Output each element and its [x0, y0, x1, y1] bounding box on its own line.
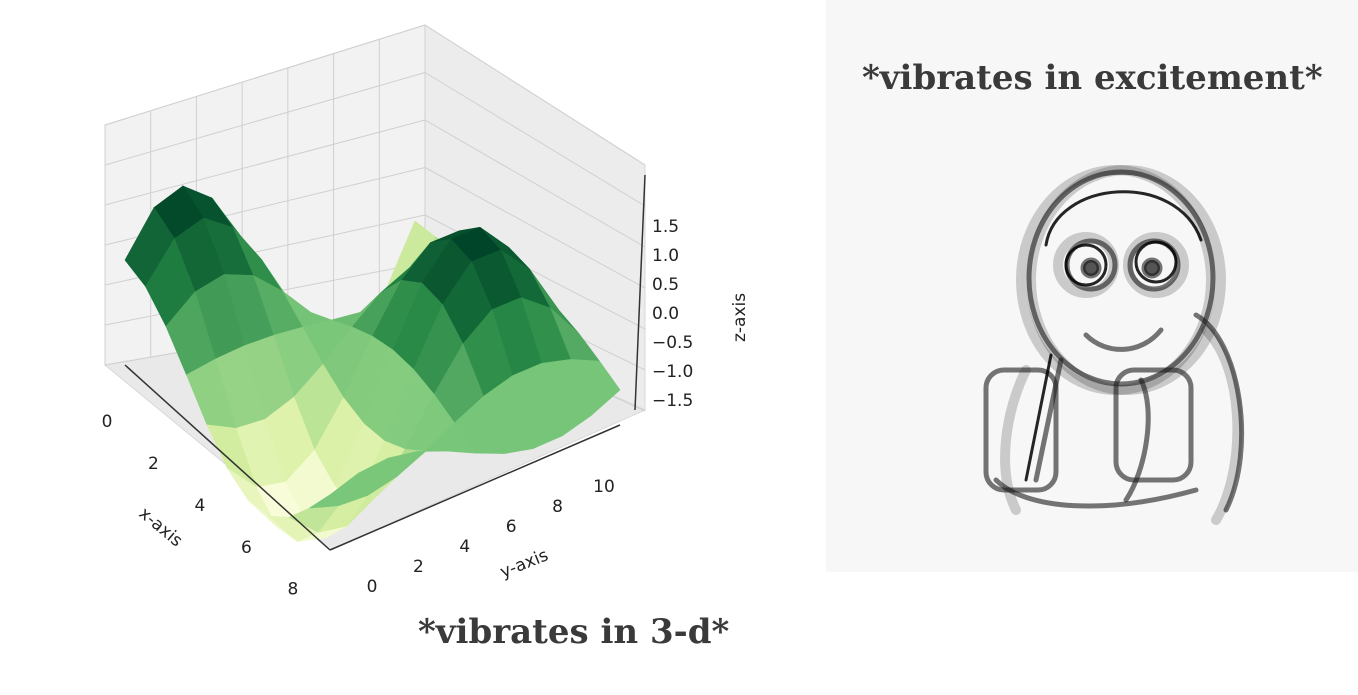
z-axis-label: z-axis: [730, 293, 750, 342]
z-tick-label: −0.5: [652, 333, 693, 353]
meme-panel: [826, 0, 1358, 572]
grid-line: [104, 119, 426, 206]
x-axis-line: [124, 364, 331, 551]
surface-patch: [309, 472, 360, 509]
z-tick-label: 0.0: [652, 304, 679, 324]
y-tick-label: 6: [506, 517, 517, 537]
vibrating-character-icon: [983, 165, 1245, 525]
z-tick-label: 1.5: [652, 217, 679, 237]
z-tick-label: 1.0: [652, 246, 679, 266]
x-tick-label: 8: [287, 580, 298, 600]
caption-3d: *vibrates in 3-d*: [418, 612, 730, 652]
y-tick-label: 0: [367, 577, 378, 597]
surface-plot: 0 2 4 6 8 0 2 4 6 8 10 1.5 1.0 0.5 0.0 −0.5 −1.0 −1.5 x-a…: [102, 24, 750, 600]
y-tick-label: 8: [552, 497, 563, 517]
z-tick-label: −1.5: [652, 391, 693, 411]
caption-excitement: *vibrates in excitement*: [862, 58, 1323, 98]
y-axis-label: y-axis: [497, 545, 551, 582]
y-tick-label: 4: [459, 537, 470, 557]
grid-line: [424, 167, 646, 289]
z-tick-label: −1.0: [652, 362, 693, 382]
z-axis-line: [634, 174, 646, 411]
z-tick-label: 0.5: [652, 275, 679, 295]
x-tick-label: 4: [195, 496, 206, 516]
x-tick-label: 6: [241, 538, 252, 558]
grid-line: [424, 72, 646, 207]
grid-line: [104, 72, 426, 166]
grid-line: [424, 119, 646, 248]
y-tick-label: 2: [413, 557, 424, 577]
grid-line: [104, 24, 426, 126]
y-tick-label: 10: [593, 477, 615, 497]
surface-mesh: [124, 185, 621, 542]
x-tick-label: 2: [148, 454, 159, 474]
x-axis-label: x-axis: [135, 504, 186, 552]
y-axis-line: [329, 424, 621, 551]
x-tick-label: 0: [102, 412, 113, 432]
grid-line: [424, 24, 646, 166]
tick-marks: 0 2 4 6 8 0 2 4 6 8 10 1.5 1.0 0.5 0.0 −0.5 −1.0 −1.5: [102, 217, 694, 600]
